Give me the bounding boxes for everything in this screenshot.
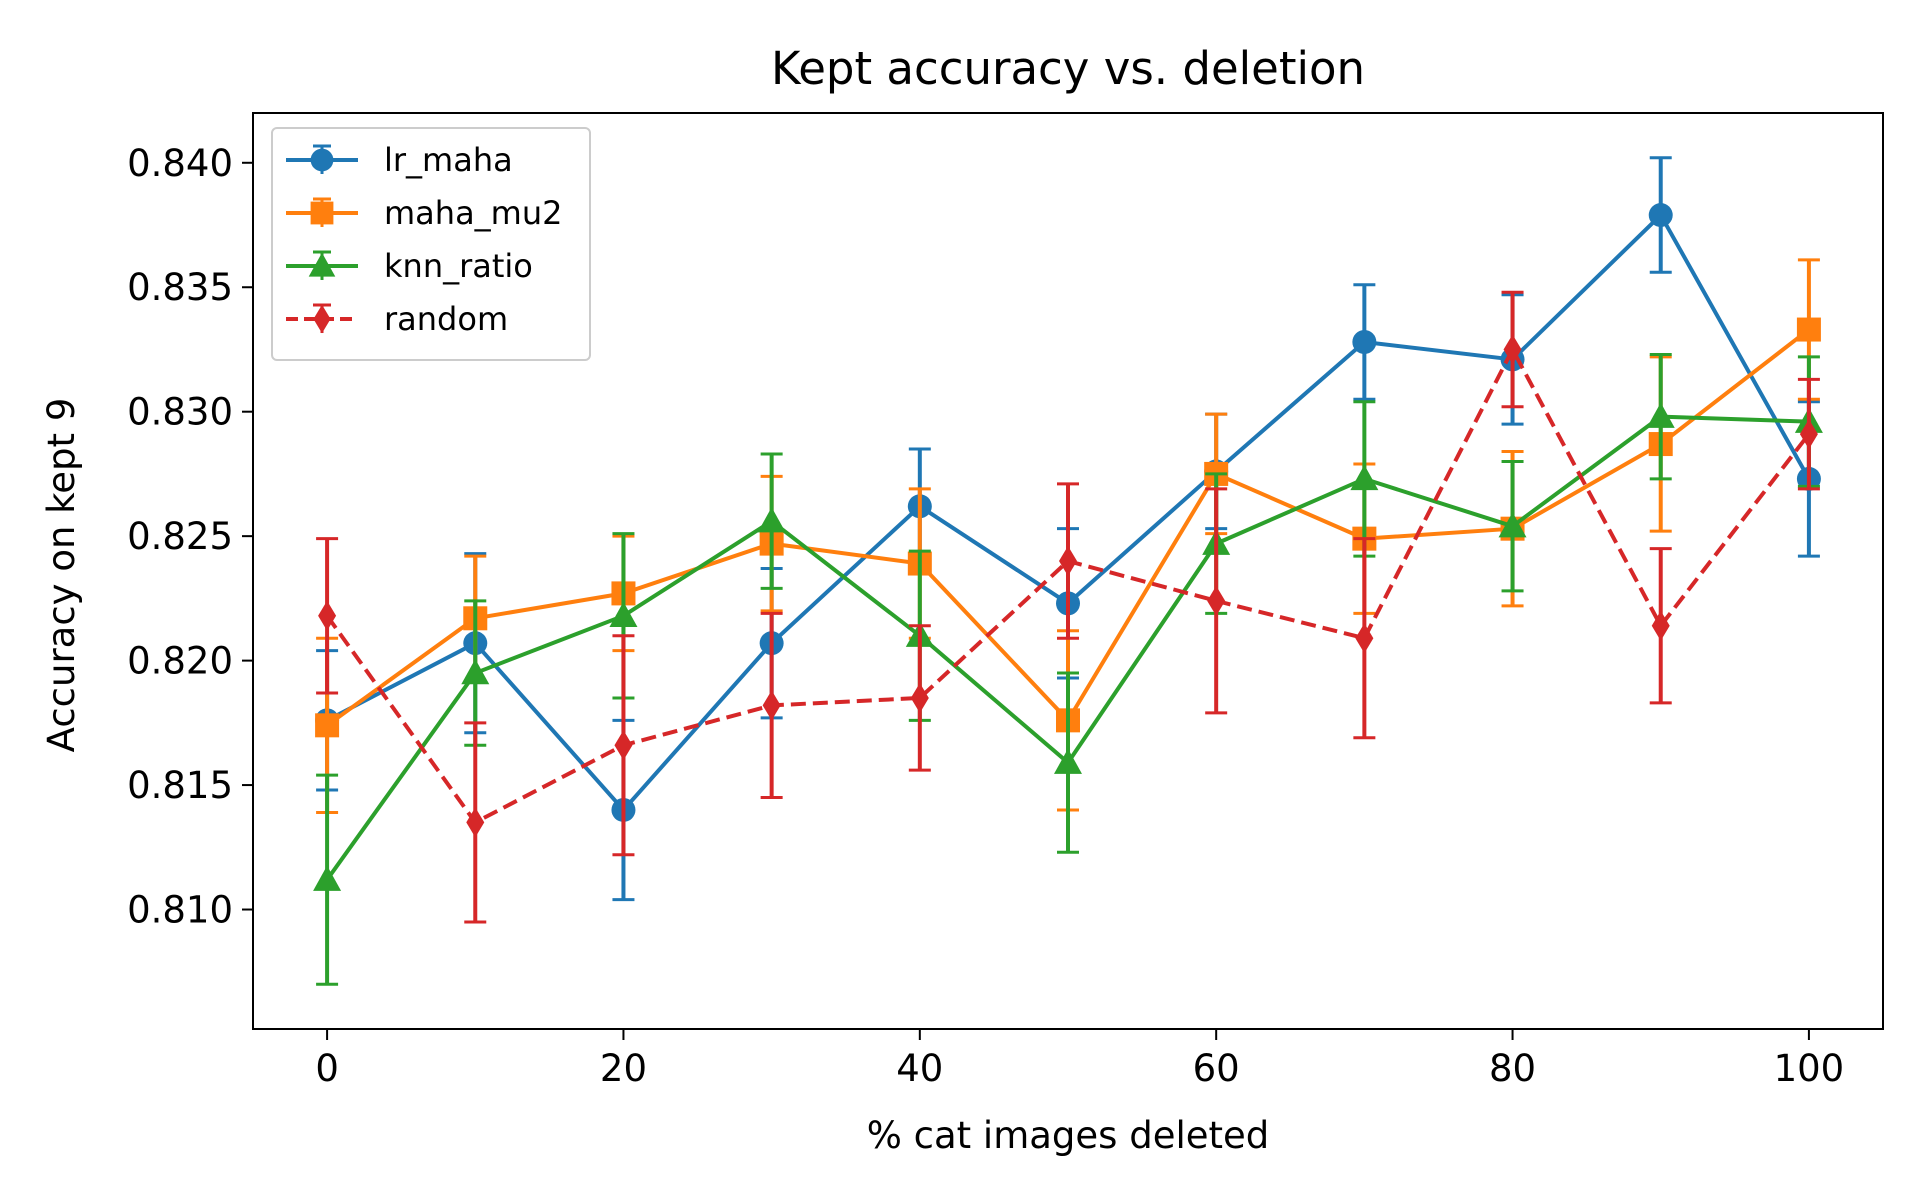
legend-marker bbox=[310, 148, 334, 172]
data-point bbox=[1054, 748, 1082, 774]
y-tick-label: 0.820 bbox=[127, 640, 233, 683]
legend-item-lr_maha: lr_maha bbox=[286, 141, 513, 179]
legend-marker bbox=[308, 252, 336, 277]
data-point bbox=[609, 601, 638, 628]
data-point bbox=[1355, 623, 1374, 654]
legend-box bbox=[271, 127, 591, 361]
legend-label: lr_maha bbox=[384, 141, 513, 179]
legend-item-random: random bbox=[286, 300, 508, 338]
y-tick-label: 0.830 bbox=[127, 391, 233, 434]
data-point bbox=[1799, 419, 1818, 450]
legend-marker bbox=[313, 304, 331, 334]
data-point bbox=[1207, 585, 1226, 616]
data-point bbox=[1646, 402, 1675, 428]
x-tick-label: 100 bbox=[1774, 1047, 1845, 1090]
data-point bbox=[461, 659, 490, 685]
chart-title: Kept accuracy vs. deletion bbox=[771, 42, 1365, 95]
x-axis-label: % cat images deleted bbox=[867, 1114, 1270, 1157]
data-point bbox=[1648, 203, 1673, 228]
y-tick-label: 0.825 bbox=[127, 515, 233, 558]
plot-frame bbox=[252, 112, 1884, 1030]
data-point bbox=[1796, 317, 1821, 342]
legend-label: knn_ratio bbox=[384, 247, 533, 285]
data-point bbox=[910, 682, 929, 713]
data-point bbox=[1503, 334, 1522, 365]
legend-item-maha_mu2: maha_mu2 bbox=[286, 194, 562, 232]
data-point bbox=[1498, 512, 1527, 538]
data-point bbox=[757, 507, 786, 533]
data-point bbox=[1059, 546, 1077, 577]
x-tick-label: 40 bbox=[896, 1047, 943, 1090]
y-tick-label: 0.810 bbox=[127, 889, 233, 932]
x-tick-label: 0 bbox=[315, 1047, 339, 1090]
series-random bbox=[316, 290, 1820, 924]
x-tick-label: 20 bbox=[600, 1047, 647, 1090]
data-point bbox=[318, 600, 337, 631]
legend-label: maha_mu2 bbox=[384, 194, 562, 232]
data-point bbox=[614, 730, 633, 761]
legend-marker bbox=[310, 201, 334, 225]
y-axis-label: Accuracy on kept 9 bbox=[40, 398, 83, 753]
y-tick-label: 0.835 bbox=[127, 266, 233, 309]
data-point bbox=[1651, 610, 1670, 641]
legend-label: random bbox=[384, 300, 508, 338]
legend-item-knn_ratio: knn_ratio bbox=[286, 247, 533, 285]
data-point bbox=[466, 807, 485, 838]
y-tick-label: 0.815 bbox=[127, 764, 233, 807]
x-tick-label: 60 bbox=[1193, 1047, 1240, 1090]
data-point bbox=[1350, 464, 1379, 491]
y-tick-label: 0.840 bbox=[127, 142, 233, 185]
data-point bbox=[762, 690, 781, 721]
data-point bbox=[313, 865, 342, 891]
data-point bbox=[315, 713, 340, 738]
plot-area: 0 20 40 60 80 100 0.810 0.815 0.820 0.825 0.830 0.8… bbox=[127, 112, 1884, 1090]
x-tick-label: 80 bbox=[1489, 1047, 1536, 1090]
data-point bbox=[1352, 330, 1377, 354]
